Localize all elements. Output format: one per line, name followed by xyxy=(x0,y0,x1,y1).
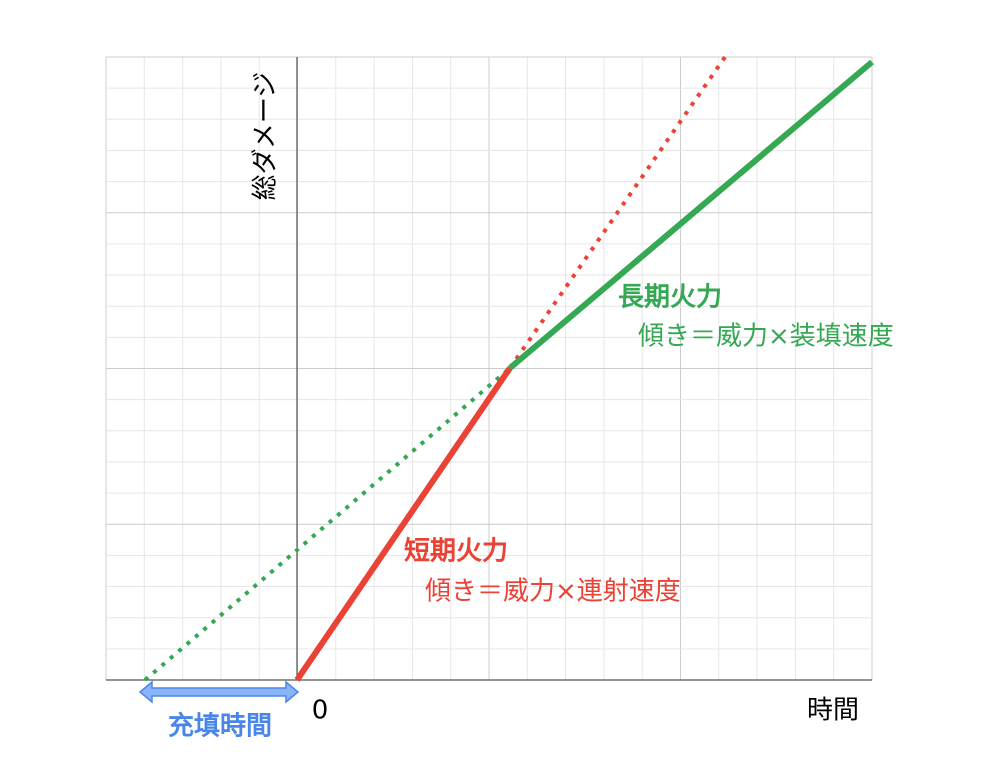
green-line xyxy=(508,59,874,371)
short-term-formula: 傾き＝威力×連射速度 xyxy=(425,577,681,607)
x-axis-label: 時間 xyxy=(807,696,859,726)
red-line xyxy=(294,366,513,682)
long-term-title: 長期火力 xyxy=(618,283,722,313)
short-term-title: 短期火力 xyxy=(404,537,508,567)
reload-label: 充填時間 xyxy=(168,711,272,742)
red-dotted-line xyxy=(508,55,727,370)
y-axis-label: 総ダメージ xyxy=(251,72,281,201)
reload-arrow xyxy=(138,680,300,704)
long-term-formula: 傾き＝威力×装填速度 xyxy=(638,322,894,352)
green-dotted-line xyxy=(143,366,512,682)
origin-label: 0 xyxy=(312,696,329,726)
